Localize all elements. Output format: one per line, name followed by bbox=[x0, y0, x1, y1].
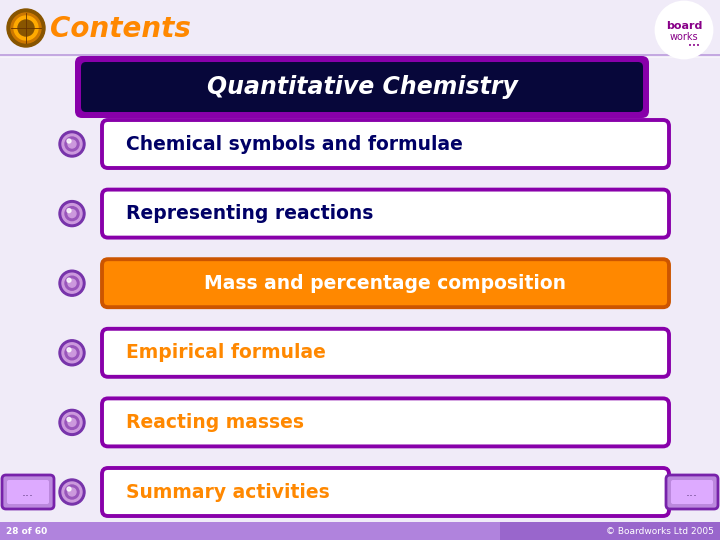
Text: ...: ... bbox=[22, 487, 34, 500]
Text: © Boardworks Ltd 2005: © Boardworks Ltd 2005 bbox=[606, 526, 714, 536]
Text: Empirical formulae: Empirical formulae bbox=[126, 343, 326, 362]
Bar bbox=[0, 522, 500, 540]
Circle shape bbox=[68, 488, 76, 496]
Text: •••: ••• bbox=[688, 43, 700, 49]
Circle shape bbox=[68, 279, 76, 287]
Circle shape bbox=[62, 134, 82, 154]
FancyBboxPatch shape bbox=[81, 62, 643, 112]
Text: 28 of 60: 28 of 60 bbox=[6, 526, 48, 536]
Text: Chemical symbols and formulae: Chemical symbols and formulae bbox=[126, 134, 463, 153]
Circle shape bbox=[62, 482, 82, 502]
Text: Summary activities: Summary activities bbox=[126, 483, 330, 502]
Circle shape bbox=[59, 200, 85, 227]
Circle shape bbox=[62, 273, 82, 293]
Circle shape bbox=[65, 276, 79, 290]
FancyBboxPatch shape bbox=[666, 475, 718, 509]
Circle shape bbox=[59, 131, 85, 157]
Circle shape bbox=[67, 348, 71, 352]
FancyBboxPatch shape bbox=[102, 259, 669, 307]
FancyBboxPatch shape bbox=[102, 399, 669, 447]
FancyBboxPatch shape bbox=[102, 190, 669, 238]
Circle shape bbox=[59, 340, 85, 366]
Circle shape bbox=[14, 16, 38, 40]
FancyBboxPatch shape bbox=[102, 468, 669, 516]
Text: Representing reactions: Representing reactions bbox=[126, 204, 374, 223]
Bar bbox=[0, 522, 720, 540]
Circle shape bbox=[65, 137, 79, 151]
Circle shape bbox=[18, 20, 34, 36]
Circle shape bbox=[68, 349, 76, 357]
Circle shape bbox=[68, 418, 76, 427]
Circle shape bbox=[68, 140, 76, 148]
Circle shape bbox=[62, 204, 82, 224]
Circle shape bbox=[67, 487, 71, 491]
Text: Reacting masses: Reacting masses bbox=[126, 413, 304, 432]
FancyBboxPatch shape bbox=[671, 480, 713, 504]
Circle shape bbox=[59, 409, 85, 435]
Circle shape bbox=[65, 485, 79, 499]
Text: works: works bbox=[670, 32, 698, 42]
Text: ...: ... bbox=[686, 487, 698, 500]
FancyBboxPatch shape bbox=[75, 56, 649, 118]
Circle shape bbox=[68, 210, 76, 218]
Text: board: board bbox=[666, 21, 702, 31]
Text: Mass and percentage composition: Mass and percentage composition bbox=[204, 274, 567, 293]
Circle shape bbox=[67, 208, 71, 213]
Circle shape bbox=[62, 413, 82, 433]
Circle shape bbox=[67, 139, 71, 143]
Circle shape bbox=[67, 278, 71, 282]
FancyBboxPatch shape bbox=[102, 329, 669, 377]
Circle shape bbox=[59, 479, 85, 505]
Circle shape bbox=[67, 417, 71, 421]
FancyBboxPatch shape bbox=[7, 480, 49, 504]
Circle shape bbox=[62, 343, 82, 363]
Circle shape bbox=[65, 415, 79, 429]
FancyBboxPatch shape bbox=[102, 120, 669, 168]
Circle shape bbox=[656, 2, 712, 58]
Circle shape bbox=[59, 270, 85, 296]
Circle shape bbox=[65, 207, 79, 221]
FancyBboxPatch shape bbox=[2, 475, 54, 509]
Circle shape bbox=[11, 13, 41, 43]
Text: Contents: Contents bbox=[50, 15, 191, 43]
Circle shape bbox=[7, 9, 45, 47]
Text: Quantitative Chemistry: Quantitative Chemistry bbox=[207, 75, 518, 99]
Circle shape bbox=[65, 346, 79, 360]
